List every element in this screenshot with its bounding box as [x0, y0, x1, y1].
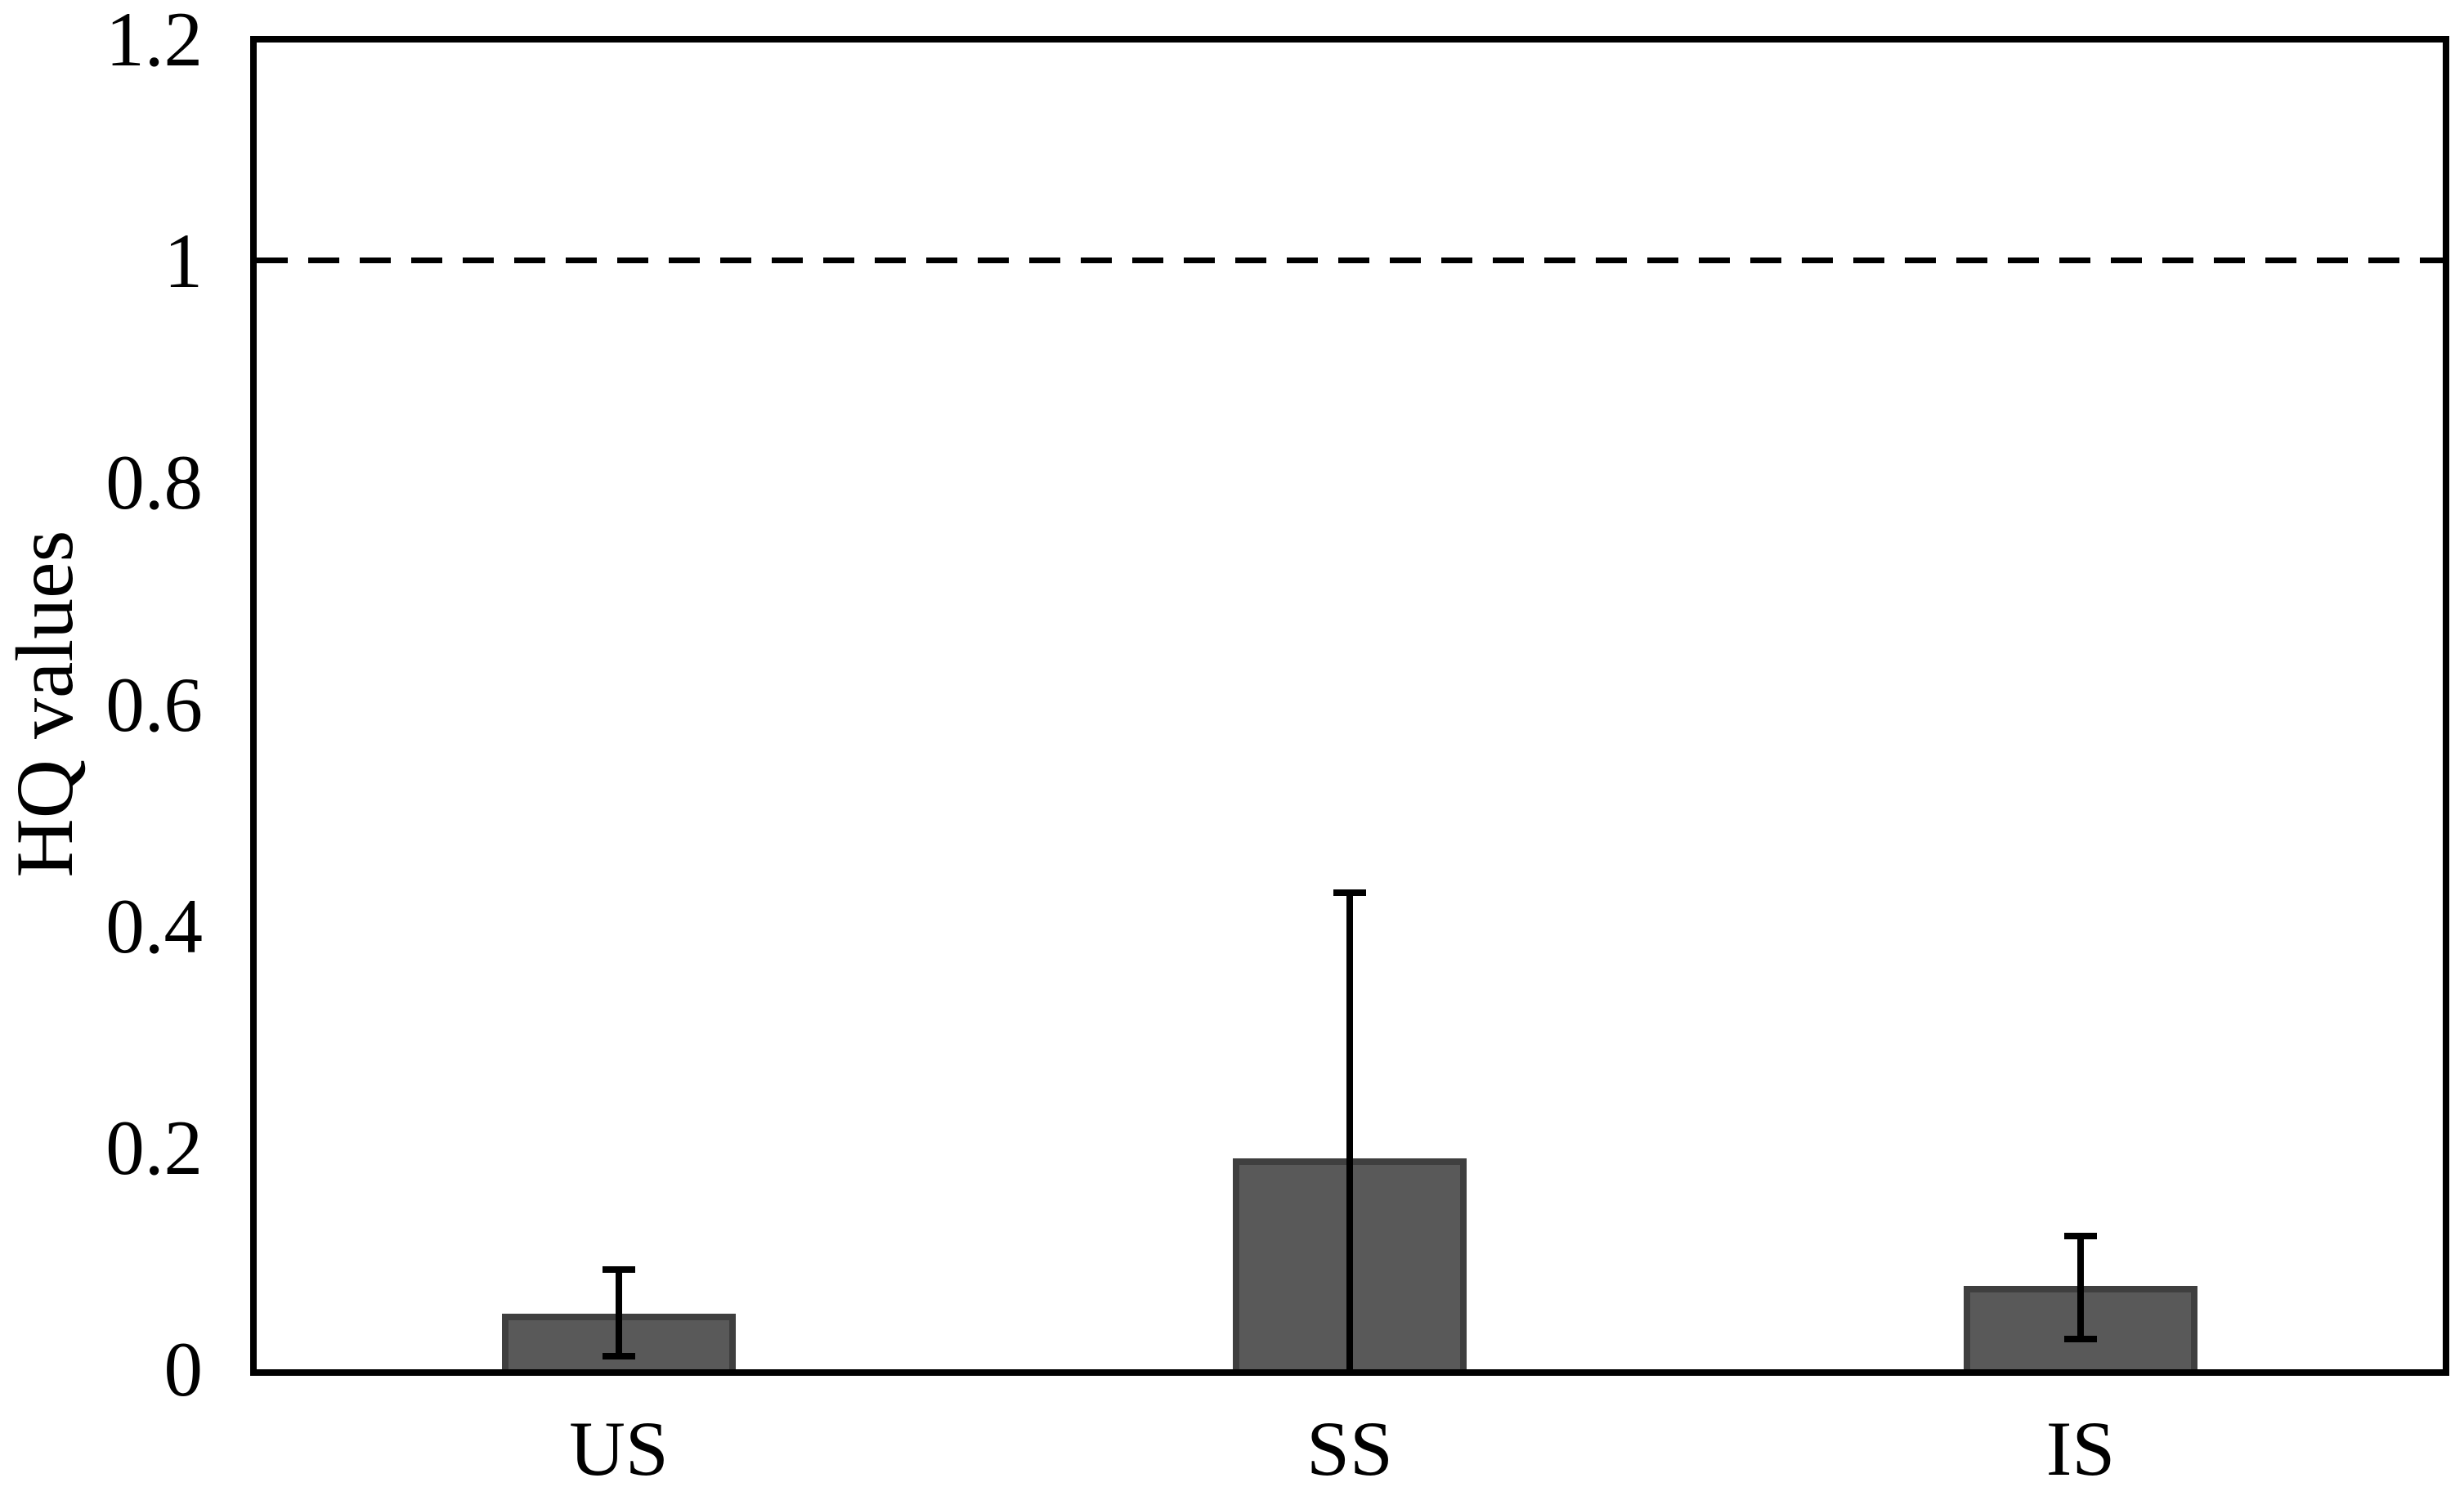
error-bar-cap-bottom-US — [603, 1353, 635, 1359]
error-bar-cap-top-SS — [1333, 889, 1366, 896]
y-tick-label-0.2: 0.2 — [105, 1104, 203, 1191]
error-bar-cap-top-US — [603, 1266, 635, 1273]
y-tick-label-0.6: 0.6 — [105, 661, 203, 748]
y-tick-label-0.4: 0.4 — [105, 883, 203, 970]
plot-area — [250, 36, 2449, 1376]
threshold-line-hq-1 — [257, 258, 2443, 263]
error-bar-cap-top-IS — [2064, 1233, 2097, 1239]
y-tick-label-1.2: 1.2 — [105, 0, 203, 83]
error-bar-line-IS — [2077, 1236, 2084, 1339]
y-tick-label-0.8: 0.8 — [105, 439, 203, 526]
error-bar-cap-bottom-IS — [2064, 1336, 2097, 1342]
x-tick-label-IS: IS — [2045, 1405, 2116, 1487]
error-bar-line-US — [616, 1270, 622, 1356]
y-tick-label-1: 1 — [164, 217, 204, 304]
x-tick-label-US: US — [569, 1405, 669, 1487]
x-tick-label-SS: SS — [1306, 1405, 1393, 1487]
error-bar-line-SS — [1346, 893, 1353, 1369]
y-tick-label-0: 0 — [164, 1326, 204, 1413]
